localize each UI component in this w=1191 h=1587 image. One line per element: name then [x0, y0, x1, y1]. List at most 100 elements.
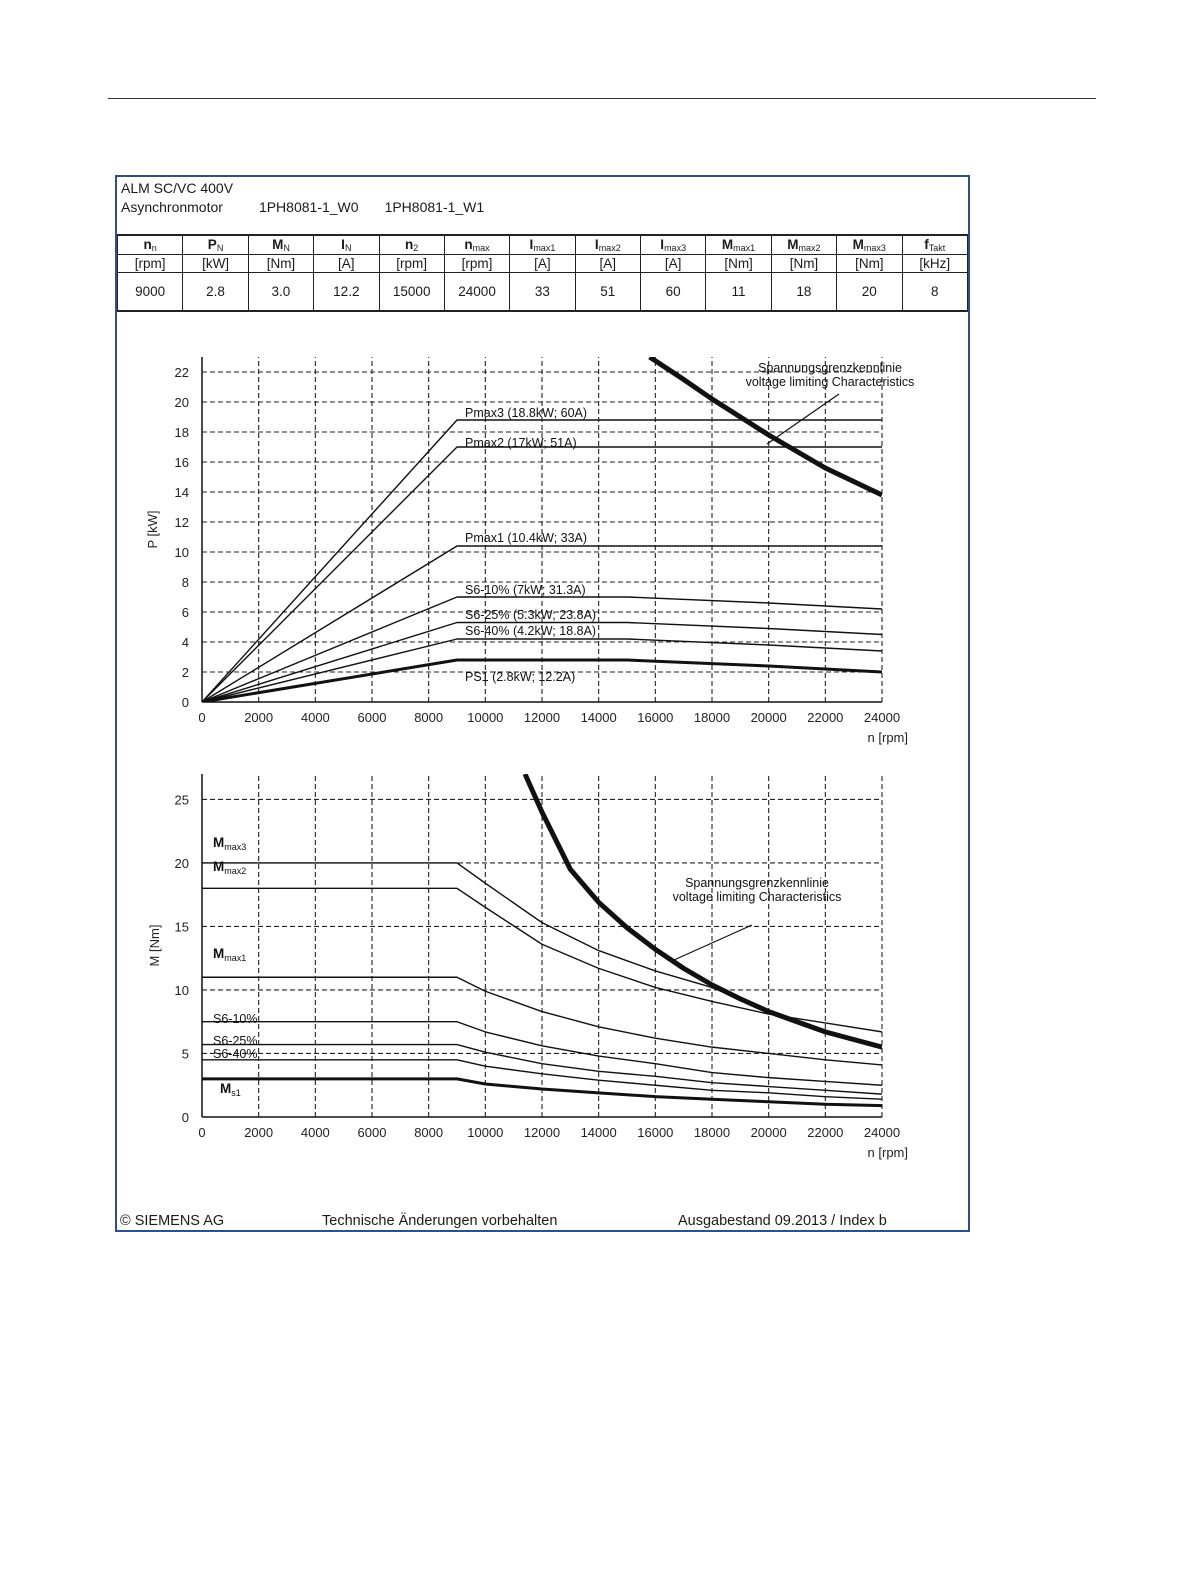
torque-chart: 0 2000 4000 6000 8000 10000 12000 14000 16000 180…	[117, 762, 968, 1172]
series-label-main: M	[213, 835, 224, 850]
y-tick-label: 0	[182, 1110, 189, 1125]
y-tick-label: 22	[175, 365, 189, 380]
spec-value: 2.8	[182, 272, 249, 312]
x-tick-label: 22000	[807, 710, 843, 725]
x-tick-label: 0	[198, 1125, 205, 1140]
y-tick-label: 10	[175, 545, 189, 560]
annotation-leader	[673, 924, 753, 961]
series-label-main: M	[213, 859, 224, 874]
y-axis-label: P [kW]	[145, 510, 160, 548]
series-line	[202, 1059, 882, 1100]
series-label: Ms1	[220, 1081, 241, 1098]
series-label: S6-10% (7kW; 31.3A)	[465, 583, 586, 597]
y-tick-label: 6	[182, 605, 189, 620]
spec-symbol-main: I	[341, 237, 345, 252]
series-label: Pmax1 (10.4kW; 33A)	[465, 531, 587, 545]
x-tick-label: 8000	[414, 1125, 443, 1140]
motor-line: Asynchronmotor 1PH8081-1_W0 1PH8081-1_W1	[121, 198, 502, 217]
series-label-sub: s1	[231, 1088, 241, 1098]
series-line	[202, 596, 882, 702]
spec-unit: [A]	[574, 254, 642, 273]
spec-symbol-main: P	[207, 237, 217, 252]
spec-symbol-sub: max3	[664, 243, 687, 253]
y-tick-label: 8	[182, 575, 189, 590]
x-tick-label: 20000	[751, 1125, 787, 1140]
spec-symbol-main: n	[405, 237, 414, 252]
series-line	[202, 621, 882, 702]
spec-symbol: Imax2	[574, 234, 642, 255]
annotation-leader	[766, 393, 840, 445]
x-tick-label: 10000	[467, 1125, 503, 1140]
spec-symbol-sub: 2	[413, 243, 419, 253]
spec-unit: [Nm]	[705, 254, 772, 273]
spec-symbol-sub: max2	[798, 243, 821, 253]
spec-symbol: IN	[313, 234, 380, 255]
spec-symbol-sub: N	[283, 243, 290, 253]
spec-value: 20	[836, 272, 903, 312]
spec-symbol: PN	[182, 234, 249, 255]
x-tick-label: 12000	[524, 710, 560, 725]
spec-symbol-sub: max2	[598, 243, 621, 253]
spec-unit: [Nm]	[770, 254, 838, 273]
annotation-line2: voltage limiting Characteristics	[746, 375, 915, 389]
x-tick-label: 2000	[244, 710, 273, 725]
series-label: S6-25%	[213, 1034, 257, 1048]
spec-symbol: Mmax2	[770, 234, 838, 255]
spec-unit: [A]	[639, 254, 707, 273]
y-tick-label: 12	[175, 515, 189, 530]
spec-value: 9000	[116, 272, 184, 312]
spec-symbol: Mmax3	[836, 234, 903, 255]
datasheet-header: ALM SC/VC 400V Asynchronmotor 1PH8081-1_W…	[121, 179, 502, 217]
spec-symbol-sub: max1	[733, 243, 756, 253]
spec-symbol: MN	[247, 234, 315, 255]
x-tick-label: 10000	[467, 710, 503, 725]
torque-chart-svg: 0 2000 4000 6000 8000 10000 12000 14000 16000 180…	[147, 774, 908, 1160]
spec-unit: [rpm]	[443, 254, 511, 273]
y-tick-label: 15	[175, 919, 189, 934]
y-tick-label: 18	[175, 425, 189, 440]
series-line	[202, 1021, 882, 1086]
spec-symbol-sub: N	[344, 243, 352, 253]
annotation-line1: Spannungsgrenzkennlinie	[685, 876, 829, 890]
page-top-rule	[108, 98, 1096, 99]
x-tick-label: 24000	[864, 710, 900, 725]
spec-symbol-sub: Takt	[928, 243, 946, 253]
spec-symbol-main: I	[594, 237, 599, 252]
datasheet-frame: ALM SC/VC 400V Asynchronmotor 1PH8081-1_W…	[115, 175, 970, 1232]
spec-symbol: Mmax1	[705, 234, 772, 255]
series-label-sub: max1	[224, 953, 246, 963]
x-tick-label: 12000	[524, 1125, 560, 1140]
series-label-main: M	[213, 946, 224, 961]
spec-symbol-main: M	[852, 237, 864, 252]
series-label: Pmax3 (18.8kW; 60A)	[465, 406, 587, 420]
spec-unit: [rpm]	[116, 254, 184, 273]
voltage-limit-curve	[522, 774, 882, 1050]
series-label: S6-25% (5.3kW; 23.8A)	[465, 608, 596, 622]
spec-table: nn PN MN IN n2 nmax Imax1 Imax2 Imax3 Mmax1 Mmax2 M…	[116, 234, 968, 312]
y-tick-label: 25	[175, 792, 189, 807]
y-axis-label: M [Nm]	[147, 925, 162, 967]
x-tick-label: 14000	[581, 710, 617, 725]
footer-notice: Technische Änderungen vorbehalten	[322, 1213, 558, 1229]
spec-unit: [kW]	[182, 254, 249, 273]
spec-symbol: Imax1	[509, 234, 576, 255]
y-tick-label: 4	[182, 635, 189, 650]
spec-value: 12.2	[313, 272, 380, 312]
y-tick-label: 14	[175, 485, 189, 500]
spec-symbol-main: f	[924, 237, 929, 252]
y-tick-label: 16	[175, 455, 189, 470]
spec-value: 60	[639, 272, 707, 312]
x-tick-label: 16000	[637, 710, 673, 725]
x-tick-label: 18000	[694, 710, 730, 725]
y-tick-label: 2	[182, 665, 189, 680]
x-tick-label: 20000	[751, 710, 787, 725]
x-axis-label: n [rpm]	[868, 1145, 908, 1160]
series-label: S6-40% (4.2kW; 18.8A)	[465, 624, 596, 638]
spec-symbol-main: I	[529, 237, 534, 252]
footer-edition: Ausgabestand 09.2013 / Index b	[678, 1213, 887, 1229]
spec-symbol: n2	[378, 234, 445, 255]
x-tick-label: 4000	[301, 1125, 330, 1140]
y-tick-label: 20	[175, 856, 189, 871]
spec-value: 3.0	[247, 272, 315, 312]
y-tick-label: 5	[182, 1046, 189, 1061]
